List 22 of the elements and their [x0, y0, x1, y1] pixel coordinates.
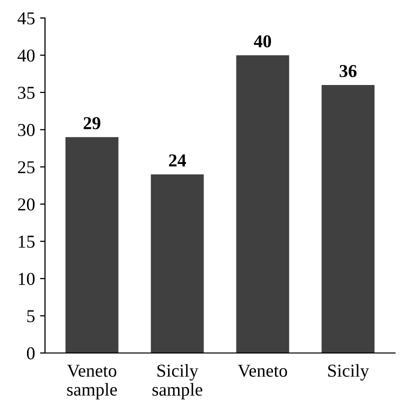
- y-tick-label: 15: [18, 236, 35, 248]
- bar: [236, 55, 290, 353]
- data-label: 24: [169, 154, 186, 166]
- y-tick-label: 45: [18, 12, 35, 24]
- bar: [65, 137, 118, 353]
- y-tick-label: 10: [18, 272, 35, 285]
- x-tick-label: Sicily: [328, 364, 370, 381]
- data-label: 36: [340, 65, 357, 78]
- y-tick-label: 40: [18, 49, 35, 62]
- y-tick-label: 30: [18, 124, 35, 136]
- y-tick-label: 20: [18, 198, 35, 211]
- data-label: 40: [254, 35, 272, 48]
- data-label: 29: [84, 117, 100, 130]
- x-tick-label: Veneto sample: [67, 364, 117, 400]
- x-tick-label: Sicily sample: [152, 364, 202, 400]
- x-tick-label: Veneto: [238, 364, 288, 377]
- y-tick-label: 0: [26, 347, 35, 360]
- y-tick-label: 25: [18, 161, 35, 174]
- y-tick-label: 35: [18, 86, 35, 99]
- bar: [150, 174, 204, 353]
- bar: [322, 85, 375, 353]
- y-tick-label: 5: [27, 310, 35, 322]
